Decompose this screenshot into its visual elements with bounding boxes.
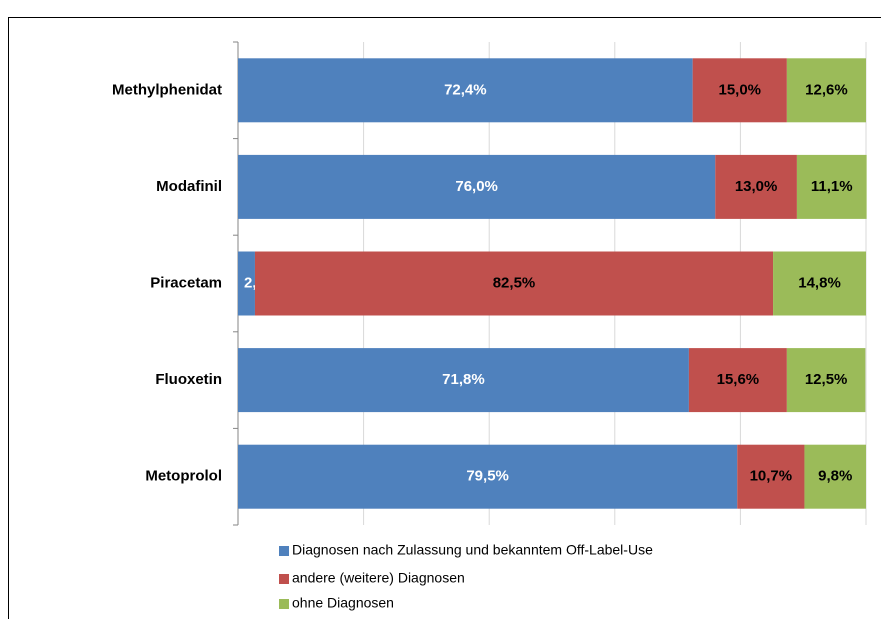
bar-segment xyxy=(786,58,866,123)
value-label: 76,0% xyxy=(455,178,498,195)
value-label: 13,0% xyxy=(735,178,778,195)
legend-label: andere (weitere) Diagnosen xyxy=(292,570,465,586)
bar-segment xyxy=(238,251,255,316)
bar-segment xyxy=(238,348,689,413)
legend-swatch xyxy=(279,574,289,584)
bar-segment xyxy=(688,348,787,413)
value-label: 82,5% xyxy=(493,274,536,291)
category-label: Piracetam xyxy=(150,274,222,291)
value-label: 12,5% xyxy=(805,371,848,388)
category-label: Fluoxetin xyxy=(155,371,222,388)
value-label: 15,6% xyxy=(717,371,760,388)
legend-swatch xyxy=(279,546,289,556)
category-label: Metoprolol xyxy=(145,468,222,485)
bar-segment xyxy=(786,348,866,413)
value-label: 10,7% xyxy=(750,468,793,485)
value-label: 11,1% xyxy=(811,178,853,195)
category-label: Methylphenidat xyxy=(112,81,222,98)
bar-segment xyxy=(804,444,866,509)
value-label: 15,0% xyxy=(718,81,761,98)
bar-segment xyxy=(715,154,797,219)
value-label: 72,4% xyxy=(444,81,487,98)
bar-segment xyxy=(254,251,774,316)
legend-label: Diagnosen nach Zulassung und bekanntem O… xyxy=(292,542,653,558)
category-label: Modafinil xyxy=(156,178,222,195)
value-label: 12,6% xyxy=(805,81,848,98)
value-label: 9,8% xyxy=(818,468,852,485)
bar-segment xyxy=(238,444,738,509)
bar-segment xyxy=(692,58,787,123)
bar-segment xyxy=(796,154,867,219)
legend-swatch xyxy=(279,599,289,609)
value-label: 71,8% xyxy=(442,371,485,388)
value-label: 79,5% xyxy=(466,468,509,485)
value-label: 14,8% xyxy=(798,274,841,291)
legend-label: ohne Diagnosen xyxy=(292,595,394,611)
bar-segment xyxy=(238,58,693,123)
bar-segment xyxy=(238,154,716,219)
bar-segment xyxy=(737,444,805,509)
bar-segment xyxy=(773,251,866,316)
